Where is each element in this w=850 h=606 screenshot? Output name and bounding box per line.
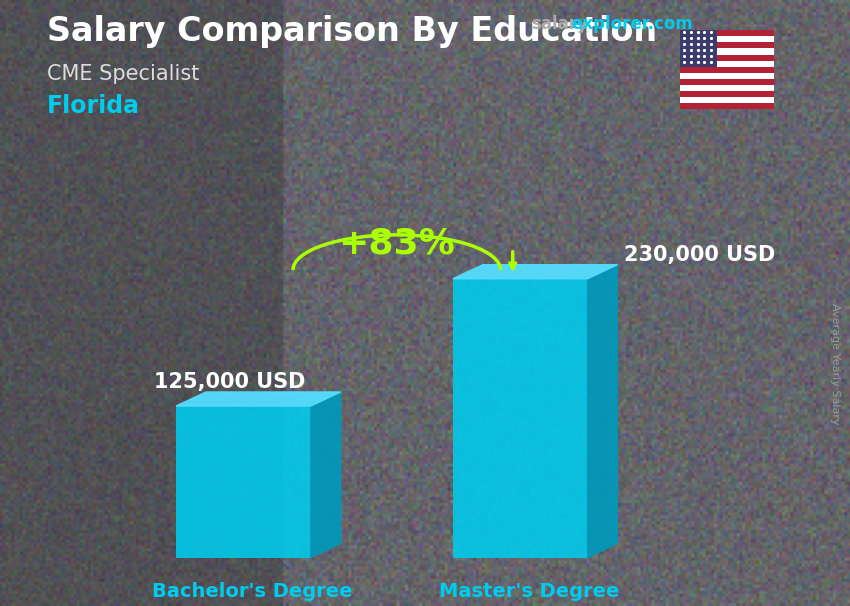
Bar	[680, 30, 774, 36]
Text: Salary Comparison By Education: Salary Comparison By Education	[47, 15, 657, 48]
Text: CME Specialist: CME Specialist	[47, 64, 199, 84]
Polygon shape	[311, 392, 341, 558]
Bar	[680, 91, 774, 97]
Polygon shape	[453, 265, 617, 279]
Text: Average Yearly Salary: Average Yearly Salary	[830, 303, 840, 424]
Text: salary: salary	[531, 15, 588, 33]
Text: Florida: Florida	[47, 94, 139, 118]
Bar	[176, 406, 311, 558]
Bar	[680, 42, 774, 48]
Text: +83%: +83%	[338, 226, 455, 260]
Text: 125,000 USD: 125,000 USD	[155, 372, 306, 392]
Polygon shape	[176, 392, 341, 406]
Bar	[680, 103, 774, 109]
Bar	[453, 279, 587, 558]
Text: explorer.com: explorer.com	[571, 15, 693, 33]
Bar	[680, 48, 774, 55]
Bar	[680, 85, 774, 91]
Bar	[680, 79, 774, 85]
Polygon shape	[587, 265, 617, 558]
Bar	[680, 67, 774, 73]
Bar	[680, 97, 774, 103]
Text: Bachelor's Degree: Bachelor's Degree	[152, 582, 353, 601]
Bar	[680, 36, 774, 42]
Bar	[680, 30, 717, 67]
Text: 230,000 USD: 230,000 USD	[624, 245, 775, 265]
Bar	[680, 55, 774, 61]
Bar	[680, 73, 774, 79]
Bar	[680, 61, 774, 67]
Text: Master's Degree: Master's Degree	[439, 582, 620, 601]
